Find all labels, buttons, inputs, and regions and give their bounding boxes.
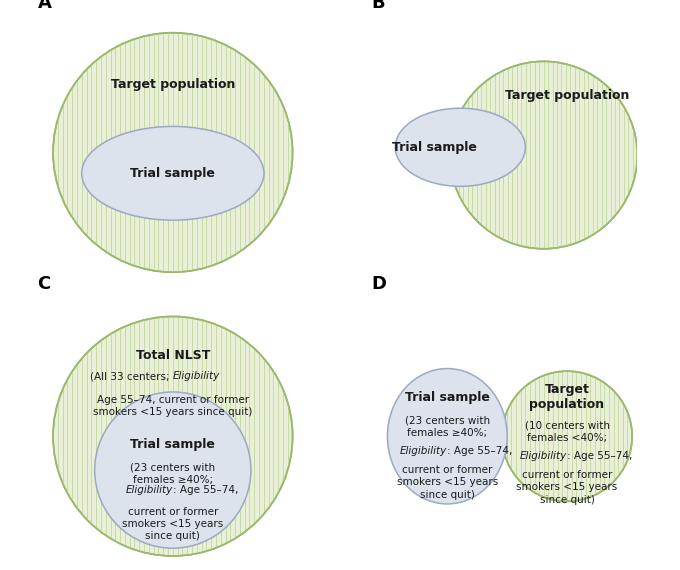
Text: Trial sample: Trial sample: [131, 167, 216, 180]
Text: (All 33 centers;: (All 33 centers;: [90, 372, 173, 381]
Text: (23 centers with
females ≥40%;: (23 centers with females ≥40%;: [405, 416, 490, 438]
Text: Trial sample: Trial sample: [131, 438, 216, 450]
Text: D: D: [372, 275, 387, 293]
Text: C: C: [37, 275, 51, 293]
Text: Target
population: Target population: [530, 383, 605, 411]
Text: (23 centers with
females ≥40%;: (23 centers with females ≥40%;: [131, 462, 216, 484]
Text: Target population: Target population: [505, 89, 629, 101]
Circle shape: [502, 371, 632, 502]
Ellipse shape: [82, 127, 264, 220]
Text: Eligibility: Eligibility: [126, 484, 173, 495]
Text: current or former
smokers <15 years
since quit): current or former smokers <15 years sinc…: [122, 507, 224, 542]
Text: Eligibility: Eligibility: [173, 372, 220, 381]
Text: (10 centers with
females <40%;: (10 centers with females <40%;: [524, 421, 609, 443]
Text: current or former
smokers <15 years
since quit): current or former smokers <15 years sinc…: [516, 470, 617, 505]
Text: Trial sample: Trial sample: [392, 141, 477, 154]
Circle shape: [53, 32, 292, 272]
Ellipse shape: [388, 369, 507, 504]
Text: A: A: [37, 0, 51, 12]
Text: Target population: Target population: [111, 78, 235, 91]
Text: Eligibility: Eligibility: [400, 446, 447, 455]
Text: : Age 55–74,: : Age 55–74,: [173, 484, 238, 495]
Text: Eligibility: Eligibility: [520, 451, 567, 461]
Text: current or former
smokers <15 years
since quit): current or former smokers <15 years sinc…: [396, 465, 498, 500]
Text: Age 55–74, current or former
smokers <15 years since quit): Age 55–74, current or former smokers <15…: [93, 394, 252, 417]
Text: B: B: [372, 0, 386, 12]
Text: : Age 55–74,: : Age 55–74,: [447, 446, 513, 455]
Circle shape: [450, 62, 637, 249]
Text: Trial sample: Trial sample: [405, 390, 490, 404]
Text: Total NLST: Total NLST: [135, 349, 210, 362]
Circle shape: [53, 316, 292, 556]
Circle shape: [95, 392, 251, 548]
Ellipse shape: [395, 108, 526, 186]
Text: : Age 55–74,: : Age 55–74,: [567, 451, 632, 461]
